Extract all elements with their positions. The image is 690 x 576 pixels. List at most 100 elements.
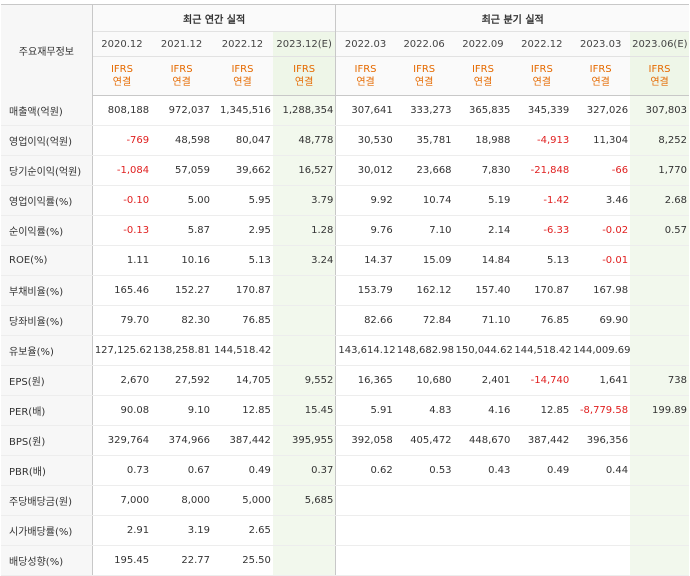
table-cell: 39,662 <box>212 155 273 186</box>
table-cell <box>335 545 395 576</box>
table-cell: 27,592 <box>151 365 213 396</box>
table-cell <box>272 545 336 576</box>
table-cell: 14,705 <box>212 365 273 396</box>
table-cell: 0.43 <box>453 455 513 486</box>
consolidated-label: 연결 <box>356 77 375 88</box>
row-label: PER(배) <box>1 395 93 426</box>
period-header: 2023.12(E) <box>272 31 336 57</box>
table-cell: 170.87 <box>212 275 273 306</box>
table-cell: 387,442 <box>512 425 572 456</box>
table-cell <box>630 305 689 336</box>
table-cell: -769 <box>91 125 152 156</box>
table-cell: 7,830 <box>453 155 513 186</box>
row-label: 시가배당률(%) <box>1 515 93 546</box>
table-cell <box>630 245 689 276</box>
table-cell: -0.02 <box>571 215 631 246</box>
basis-header-row: IFRS 연결 IFRS 연결 IFRS 연결 IFRS 연결 IFRS 연결 IFRS 연결 IFRS… <box>1 56 689 96</box>
table-cell <box>630 275 689 306</box>
table-cell: 57,059 <box>151 155 213 186</box>
table-cell: 329,764 <box>91 425 152 456</box>
table-cell <box>630 425 689 456</box>
table-cell <box>335 485 395 516</box>
table-cell: 3.19 <box>151 515 213 546</box>
table-cell: 12.85 <box>212 395 273 426</box>
table-cell: 1,770 <box>630 155 689 186</box>
table-row: EPS(원) 2,670 27,592 14,705 9,552 16,365 10,680… <box>1 365 689 396</box>
row-label: 유보율(%) <box>1 335 93 366</box>
consolidated-label: 연결 <box>172 77 191 88</box>
period-header: 2020.12 <box>91 31 152 57</box>
table-cell: -6.33 <box>512 215 572 246</box>
ifrs-label: IFRS <box>170 64 193 75</box>
table-cell: -1.42 <box>512 185 572 216</box>
table-cell: 199.89 <box>630 395 689 426</box>
table-cell: 195.45 <box>91 545 152 576</box>
table-cell <box>630 515 689 546</box>
table-cell <box>630 455 689 486</box>
table-cell: 12.85 <box>512 395 572 426</box>
table-cell: 170.87 <box>512 275 572 306</box>
table-cell: 148,682.98 <box>394 335 454 366</box>
table-cell: 1,288,354 <box>272 95 336 126</box>
table-row: 배당성향(%) 195.45 22.77 25.50 <box>1 545 689 576</box>
table-cell: 2.65 <box>212 515 273 546</box>
basis-header: IFRS 연결 <box>91 56 152 96</box>
table-cell: 345,339 <box>512 95 572 126</box>
table-cell: 5.13 <box>212 245 273 276</box>
consolidated-label: 연결 <box>650 77 669 88</box>
table-cell: 15.09 <box>394 245 454 276</box>
table-cell: 10,680 <box>394 365 454 396</box>
table-cell: 8,252 <box>630 125 689 156</box>
row-label: 당좌비율(%) <box>1 305 93 336</box>
table-cell <box>630 335 689 366</box>
table-cell: 10.74 <box>394 185 454 216</box>
table-cell <box>453 515 513 546</box>
table-cell: 1.28 <box>272 215 336 246</box>
table-cell <box>512 485 572 516</box>
table-row: BPS(원) 329,764 374,966 387,442 395,955 392,05… <box>1 425 689 456</box>
basis-header: IFRS 연결 <box>151 56 213 96</box>
table-cell: 0.62 <box>335 455 395 486</box>
ifrs-label: IFRS <box>293 64 316 75</box>
table-cell: 448,670 <box>453 425 513 456</box>
table-cell: 71.10 <box>453 305 513 336</box>
table-cell: -0.10 <box>91 185 152 216</box>
table-row: 영업이익률(%) -0.10 5.00 5.95 3.79 9.92 10.74 5.19 -1… <box>1 185 689 216</box>
table-cell: 150,044.62 <box>453 335 513 366</box>
basis-header: IFRS 연결 <box>512 56 572 96</box>
row-label: 당기순이익(억원) <box>1 155 93 186</box>
table-cell: 7.10 <box>394 215 454 246</box>
basis-header: IFRS 연결 <box>630 56 689 96</box>
table-cell: 72.84 <box>394 305 454 336</box>
ifrs-label: IFRS <box>110 64 133 75</box>
table-cell: 0.57 <box>630 215 689 246</box>
table-cell: 2.14 <box>453 215 513 246</box>
table-cell: 0.37 <box>272 455 336 486</box>
basis-header: IFRS 연결 <box>453 56 513 96</box>
table-cell: 1,641 <box>571 365 631 396</box>
basis-header: IFRS 연결 <box>272 56 336 96</box>
table-cell: 162.12 <box>394 275 454 306</box>
table-cell: 144,518.42 <box>512 335 572 366</box>
table-cell: 307,641 <box>335 95 395 126</box>
table-cell: 395,955 <box>272 425 336 456</box>
table-cell: 15.45 <box>272 395 336 426</box>
table-cell <box>571 515 631 546</box>
table-cell: 16,527 <box>272 155 336 186</box>
table-row: 매출액(억원) 808,188 972,037 1,345,516 1,288,354 3… <box>1 95 689 126</box>
table-cell: 2.91 <box>91 515 152 546</box>
table-cell: 5.13 <box>512 245 572 276</box>
table-cell: 5.95 <box>212 185 273 216</box>
table-row: 순이익률(%) -0.13 5.87 2.95 1.28 9.76 7.10 2.14 -6.3… <box>1 215 689 246</box>
table-cell: 82.66 <box>335 305 395 336</box>
table-cell: 127,125.62 <box>91 335 152 366</box>
ifrs-label: IFRS <box>231 64 254 75</box>
table-cell: 4.83 <box>394 395 454 426</box>
table-cell <box>272 305 336 336</box>
table-cell: 3.46 <box>571 185 631 216</box>
table-cell: 5,685 <box>272 485 336 516</box>
consolidated-label: 연결 <box>473 77 493 88</box>
table-cell: 48,598 <box>151 125 213 156</box>
table-cell: 16,365 <box>335 365 395 396</box>
table-cell: 80,047 <box>212 125 273 156</box>
